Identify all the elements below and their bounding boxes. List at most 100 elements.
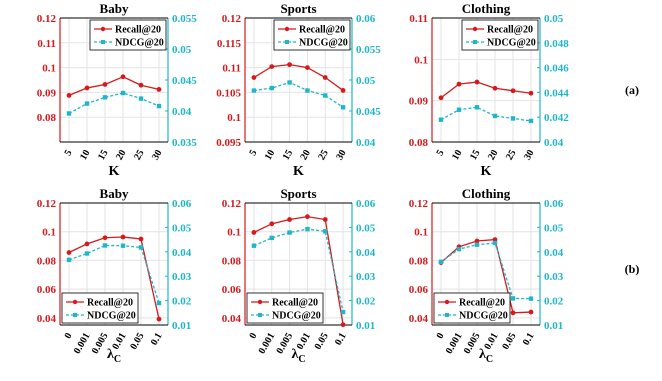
ndcg-point <box>269 235 274 241</box>
legend: Recall@20 NDCG@20 <box>461 19 539 51</box>
recall-point <box>269 221 275 227</box>
y-right-tick-label: 0.05 <box>356 222 376 234</box>
y-right-tick-label: 0.01 <box>544 320 563 332</box>
x-tick-label: 30 <box>150 148 165 162</box>
recall-point <box>322 217 328 222</box>
ndcg-point <box>269 85 274 91</box>
y-right-tick-label: 0.04 <box>544 137 564 149</box>
x-tick-label: 15 <box>468 148 483 162</box>
x-tick-label: 20 <box>114 148 129 162</box>
x-axis-label: K <box>481 164 492 179</box>
ndcg-point <box>456 107 462 112</box>
x-tick-label: 0.001 <box>257 331 278 356</box>
ndcg-point <box>156 300 162 306</box>
legend-recall-marker <box>100 26 106 32</box>
ndcg-point <box>287 230 292 235</box>
legend: Recall@20 NDCG@20 <box>246 292 324 324</box>
legend-recall-marker <box>72 299 78 305</box>
y-left-tick-label: 0.09 <box>37 87 57 99</box>
y-left-tick-label: 0.1 <box>414 54 428 66</box>
y-right-tick-label: 0.01 <box>356 320 375 332</box>
x-tick-label: 10 <box>263 148 278 162</box>
x-tick-label: 15 <box>281 148 296 162</box>
ndcg-point <box>340 105 346 110</box>
x-tick-label: 0 <box>63 331 75 341</box>
recall-point <box>102 82 108 87</box>
legend-box <box>89 19 167 51</box>
y-left-tick-label: 0.11 <box>222 63 241 75</box>
y-right-tick-label: 0.044 <box>544 87 569 99</box>
y-right-tick-label: 0.045 <box>356 106 381 118</box>
x-tick-label: 5 <box>63 148 75 158</box>
y-left-tick-label: 0.04 <box>37 313 57 325</box>
y-left-tick-label: 0.1 <box>42 63 56 75</box>
recall-point <box>66 250 72 255</box>
y-right-tick-label: 0.05 <box>172 44 192 56</box>
x-axis-label: K <box>109 164 120 179</box>
ndcg-point <box>528 296 534 301</box>
legend: Recall@20 NDCG@20 <box>61 292 139 324</box>
chart-panel-3: 0.08 0.09 0.1 0.11 0.04 0.042 0.044 0.046 0.048 0… <box>409 1 570 179</box>
y-left-tick-label: 0.08 <box>409 137 429 149</box>
legend-recall-marker <box>284 26 290 32</box>
recall-point <box>251 75 257 80</box>
recall-line <box>440 81 532 99</box>
y-right-tick-label: 0.03 <box>172 271 192 283</box>
ndcg-point <box>492 113 498 119</box>
panel-title: Baby <box>100 1 129 16</box>
x-tick-label: 0 <box>247 331 259 341</box>
y-right-tick-label: 0.055 <box>172 13 197 25</box>
y-left-tick-label: 0.1 <box>227 227 241 239</box>
y-left-tick-label: 0.06 <box>37 284 57 296</box>
recall-point <box>269 64 275 70</box>
x-axis-label-subscript: C <box>486 354 493 365</box>
y-left-tick-label: 0.12 <box>222 13 242 25</box>
x-tick-label: 0.1 <box>333 331 349 347</box>
x-axis-label: K <box>293 164 304 179</box>
ndcg-line <box>68 244 160 304</box>
legend-box <box>273 19 351 51</box>
x-tick-label: 0.001 <box>444 331 465 356</box>
panel-title: Clothing <box>462 1 511 16</box>
ndcg-point <box>340 309 346 315</box>
recall-point <box>287 62 292 68</box>
ndcg-point <box>138 245 144 250</box>
chart-panel-2: 0.095 0.1 0.105 0.11 0.115 0.12 0.04 0.045 0.05 0… <box>216 1 381 179</box>
legend-label: NDCG@20 <box>299 38 348 49</box>
ndcg-point <box>138 96 144 101</box>
y-right-tick-label: 0.02 <box>544 296 564 308</box>
chart-panels: 0.080.090.10.110.120.0350.040.0450.050.0… <box>37 1 570 365</box>
recall-point <box>492 237 498 243</box>
recall-point <box>251 230 257 235</box>
recall-point <box>510 88 516 94</box>
y-right-tick-label: 0.05 <box>356 75 376 87</box>
y-right-tick-label: 0.046 <box>544 63 569 75</box>
ndcg-point <box>102 243 108 248</box>
recall-point <box>438 95 444 101</box>
legend-label: NDCG@20 <box>115 38 164 49</box>
recall-point <box>66 92 72 98</box>
y-left-tick-label: 0.12 <box>37 13 57 25</box>
x-tick-label: 15 <box>96 148 111 162</box>
y-right-tick-label: 0.06 <box>544 198 564 210</box>
x-tick-label: 30 <box>334 148 349 162</box>
recall-point <box>322 75 328 80</box>
x-tick-label: 0.001 <box>72 331 93 356</box>
y-left-tick-label: 0.08 <box>409 255 429 267</box>
y-left-tick-label: 0.08 <box>37 112 57 124</box>
legend-label: NDCG@20 <box>459 311 508 322</box>
ndcg-point <box>66 257 72 263</box>
ndcg-point <box>323 93 328 98</box>
y-left-tick-label: 0.1 <box>227 112 241 124</box>
legend-label: Recall@20 <box>87 298 133 309</box>
panel-title: Clothing <box>462 186 511 201</box>
x-tick-label: 10 <box>78 148 93 162</box>
y-left-tick-label: 0.1 <box>414 227 428 239</box>
panel-title: Sports <box>280 186 316 201</box>
ndcg-point <box>305 88 310 93</box>
ndcg-point <box>120 90 126 96</box>
y-right-tick-label: 0.035 <box>172 137 197 149</box>
y-left-tick-label: 0.105 <box>216 87 241 99</box>
ndcg-line <box>68 92 160 115</box>
row-label-a: (a) <box>625 83 639 97</box>
